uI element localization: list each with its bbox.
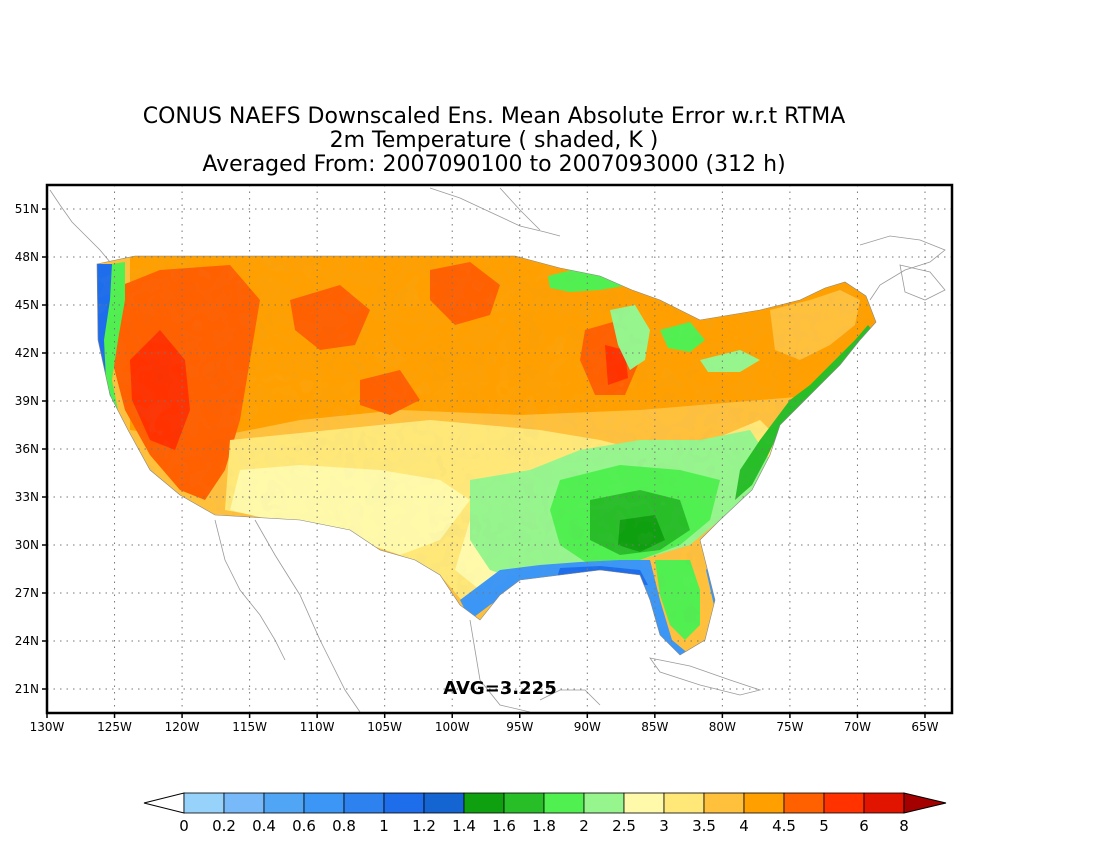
colorbar-label: 6 [859,817,869,835]
coastline-canada-north [429,187,561,237]
colorbar-label: 3.5 [692,817,716,835]
colorbar-swatch [783,792,825,814]
colorbar-label: 1.4 [452,817,476,835]
colorbar-label: 5 [819,817,829,835]
graticule [47,185,952,713]
coastline-newfoundland [899,264,946,301]
lat-tick-label: 42N [15,346,39,360]
lon-tick-label: 75W [776,720,803,734]
colorbar-swatch [543,792,585,814]
coastline-hudson [499,187,541,231]
colorbar-label: 1.2 [412,817,436,835]
colorbar-swatch [583,792,625,814]
colorbar-swatch [343,792,385,814]
colorbar-label: 0.6 [292,817,316,835]
latitude-axis: 21N 24N 27N 30N 33N 36N 39N 42N 45N 48N 51N [15,202,47,696]
lat-tick-label: 51N [15,202,39,216]
colorbar: 0 0.2 0.4 0.6 0.8 1 1.2 1.4 1.6 1.8 2 2.5 3 3.5 4 4.5 5 6… [143,792,947,835]
lon-tick-label: 125W [97,720,132,734]
coastline-canada-west [49,189,111,263]
coastline-mexico-west [254,519,361,713]
figure-title: CONUS NAEFS Downscaled Ens. Mean Absolut… [143,104,846,177]
lat-tick-label: 30N [15,538,39,552]
lat-tick-label: 21N [15,682,39,696]
lon-tick-label: 80W [709,720,736,734]
colorbar-label: 0.8 [332,817,356,835]
lon-tick-label: 100W [435,720,470,734]
coastline-yucatan [539,689,601,706]
colorbar-swatch [823,792,865,814]
colorbar-label: 8 [899,817,909,835]
colorbar-swatch [503,792,545,814]
temperature-error-field [97,256,876,655]
colorbar-label: 1.8 [532,817,556,835]
lon-tick-label: 85W [641,720,668,734]
colorbar-label: 1.6 [492,817,516,835]
colorbar-swatch [263,792,305,814]
lat-tick-label: 24N [15,634,39,648]
lon-tick-label: 70W [844,720,871,734]
colorbar-label: 4 [739,817,749,835]
lon-tick-label: 95W [506,720,533,734]
lon-tick-label: 115W [232,720,267,734]
colorbar-label: 0.2 [212,817,236,835]
colorbar-swatch [743,792,785,814]
lat-tick-label: 48N [15,250,39,264]
lon-tick-label: 130W [30,720,65,734]
colorbar-label: 3 [659,817,669,835]
colorbar-label: 2.5 [612,817,636,835]
average-label: AVG=3.225 [443,678,556,699]
title-line-3: Averaged From: 2007090100 to 2007093000 … [202,152,785,177]
colorbar-label: 2 [579,817,589,835]
lat-tick-label: 39N [15,394,39,408]
map-plot-area [47,185,952,713]
colorbar-swatch [863,792,905,814]
colorbar-swatch [383,792,425,814]
lat-tick-label: 45N [15,298,39,312]
colorbar-under-arrow [143,792,185,814]
colorbar-over-arrow [903,792,947,814]
colorbar-label: 0 [179,817,189,835]
colorbar-swatch [703,792,745,814]
colorbar-swatch [183,792,225,814]
colorbar-swatch [623,792,665,814]
title-line-1: CONUS NAEFS Downscaled Ens. Mean Absolut… [143,104,846,129]
lon-tick-label: 110W [300,720,335,734]
colorbar-label: 1 [379,817,389,835]
lon-tick-label: 120W [165,720,200,734]
colorbar-swatch [463,792,505,814]
conus-border [96,255,877,656]
lon-tick-label: 90W [574,720,601,734]
title-line-2: 2m Temperature ( shaded, K ) [330,128,659,153]
longitude-axis: 130W 125W 120W 115W 110W 105W 100W 95W 90W 85W 80W… [30,713,939,734]
lon-tick-label: 105W [367,720,402,734]
coastline-cuba [649,657,762,696]
colorbar-swatch [663,792,705,814]
lon-tick-label: 65W [911,720,938,734]
coastline-baja [214,519,286,661]
coastline-east-canada [859,235,946,301]
lat-tick-label: 33N [15,490,39,504]
colorbar-swatch [423,792,465,814]
coastline-mexico-gulf [469,619,531,713]
colorbar-label: 4.5 [772,817,796,835]
lat-tick-label: 27N [15,586,39,600]
lat-tick-label: 36N [15,442,39,456]
colorbar-label: 0.4 [252,817,276,835]
colorbar-swatch [303,792,345,814]
colorbar-swatch [223,792,265,814]
